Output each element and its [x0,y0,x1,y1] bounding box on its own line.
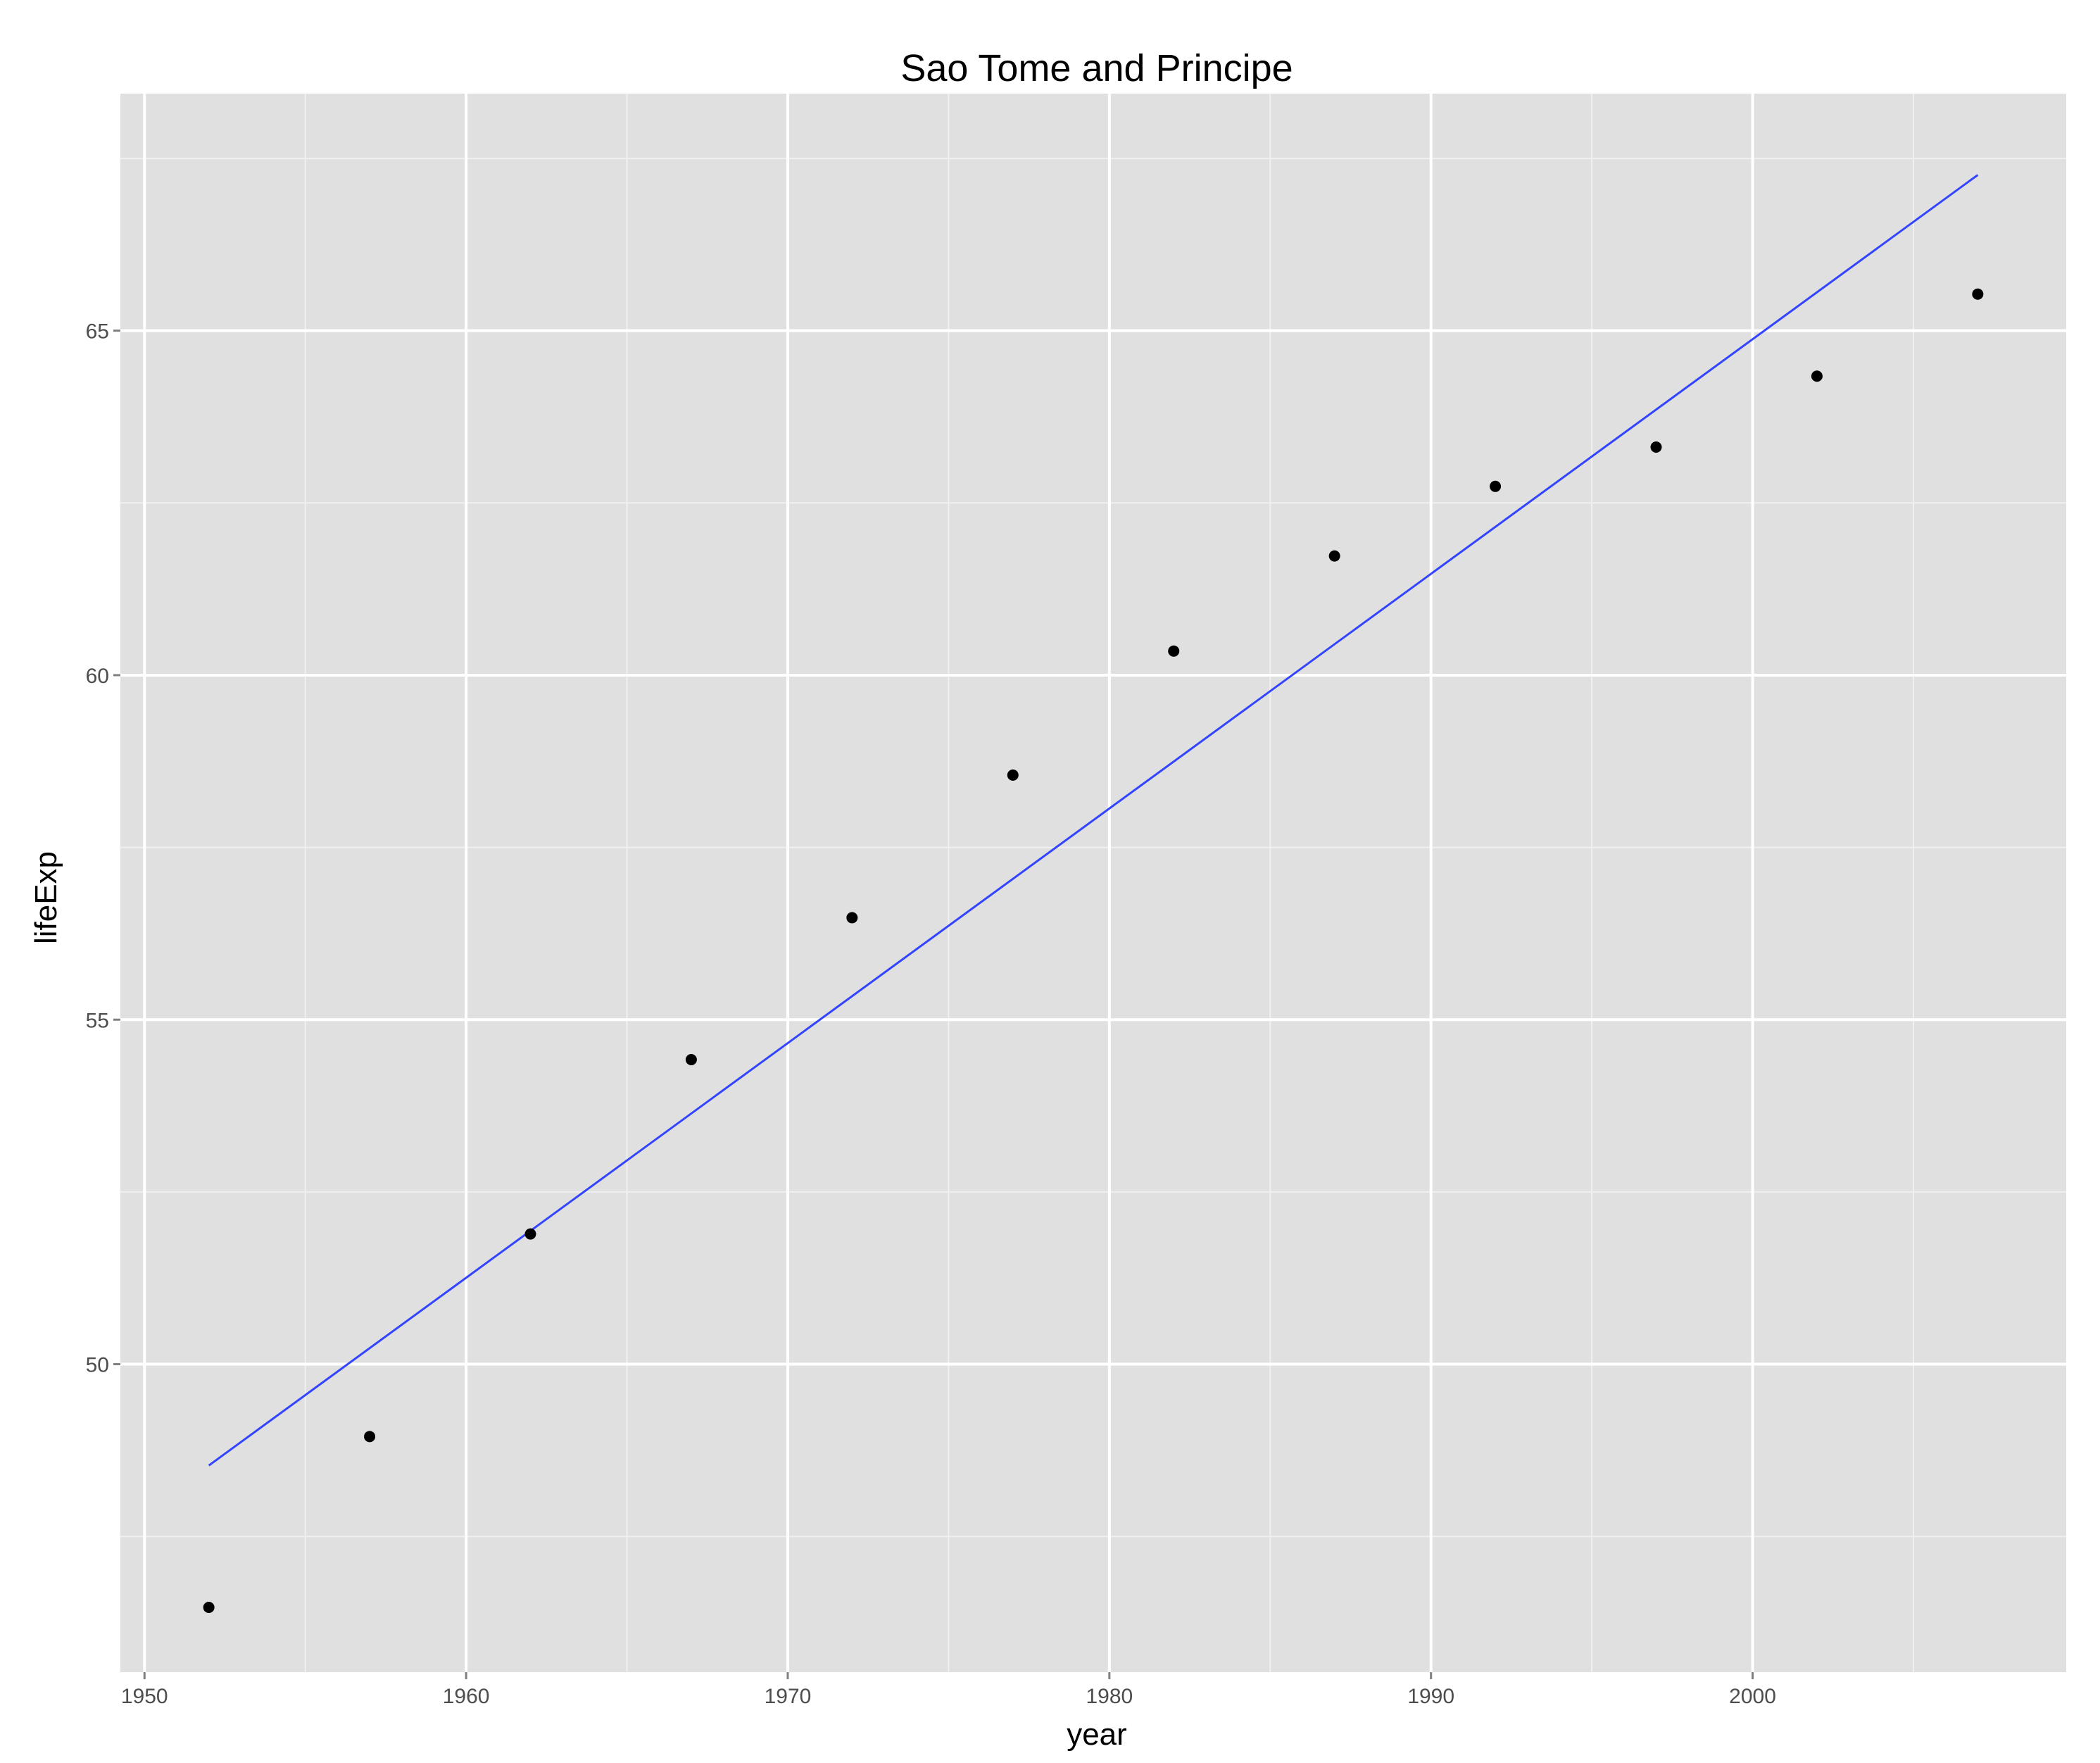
data-point [1328,550,1340,562]
x-tick-label: 1970 [765,1685,812,1708]
chart-title: Sao Tome and Principe [900,47,1293,89]
data-point [524,1228,536,1240]
axis-tick-labels: 1950 1960 1970 1980 1990 2000 50 55 60 65 [86,320,1776,1708]
x-axis-title: year [1067,1717,1127,1752]
data-point [846,912,858,924]
x-tick-label: 1990 [1407,1685,1454,1708]
data-layer [203,174,1984,1614]
axis-ticks [113,330,1754,1679]
y-tick-label: 55 [86,1009,109,1032]
y-tick-label: 60 [86,665,109,688]
data-point [685,1054,697,1066]
plot-panel [120,94,2066,1672]
data-point [1650,441,1662,453]
y-tick-label: 50 [86,1354,109,1377]
trend-line [208,174,1979,1467]
x-tick-label: 1960 [443,1685,490,1708]
y-tick-label: 65 [86,320,109,344]
x-tick-label: 1950 [121,1685,168,1708]
y-axis-title: lifeExp [29,851,63,944]
data-point [1811,370,1823,382]
x-tick-label: 1980 [1086,1685,1133,1708]
data-point [1490,480,1502,492]
minor-gridlines [120,94,2066,1672]
data-point [364,1431,376,1443]
major-gridlines [120,94,2066,1672]
x-tick-label: 2000 [1729,1685,1776,1708]
data-point [203,1602,215,1614]
data-point [1972,288,1984,300]
data-point [1007,769,1019,781]
data-point [1168,645,1180,657]
